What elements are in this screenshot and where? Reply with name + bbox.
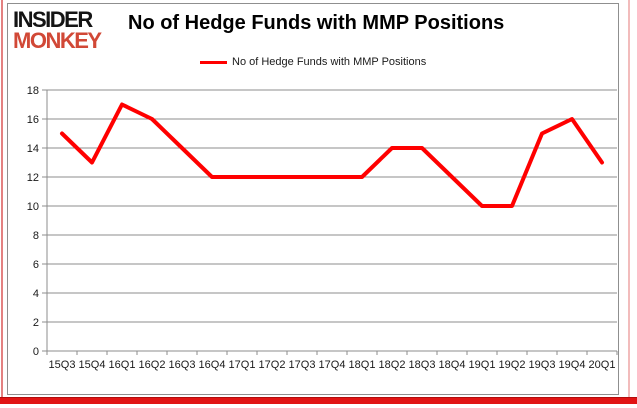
x-axis-label: 18Q1 <box>349 359 376 371</box>
x-axis-label: 16Q4 <box>199 359 226 371</box>
x-axis-label: 16Q3 <box>169 359 196 371</box>
x-axis-label: 15Q4 <box>79 359 106 371</box>
x-axis-label: 17Q4 <box>319 359 346 371</box>
x-axis-label: 16Q2 <box>139 359 166 371</box>
legend-label: No of Hedge Funds with MMP Positions <box>232 56 427 68</box>
x-axis-label: 16Q1 <box>109 359 136 371</box>
x-axis-label: 19Q4 <box>559 359 586 371</box>
chart-border <box>7 3 619 395</box>
x-axis-label: 18Q3 <box>409 359 436 371</box>
x-axis-label: 17Q3 <box>289 359 316 371</box>
x-axis-label: 19Q1 <box>469 359 496 371</box>
bottom-red-bar <box>0 397 637 404</box>
y-axis-label: 6 <box>33 259 39 271</box>
y-axis-label: 10 <box>27 201 39 213</box>
y-axis-label: 16 <box>27 114 39 126</box>
x-axis-label: 19Q2 <box>499 359 526 371</box>
insider-monkey-logo: INSIDER MONKEY <box>13 7 102 53</box>
y-axis-label: 14 <box>27 143 39 155</box>
right-edge-accent <box>628 0 630 397</box>
y-axis-label: 12 <box>27 172 39 184</box>
y-axis-label: 18 <box>27 85 39 97</box>
y-axis-label: 2 <box>33 317 39 329</box>
y-axis-label: 8 <box>33 230 39 242</box>
left-edge-accent <box>1 0 3 397</box>
y-axis-label: 0 <box>33 346 39 358</box>
logo-text-monkey: MONKEY <box>13 28 102 53</box>
logo-text-insider: INSIDER <box>13 7 93 32</box>
x-axis-label: 17Q1 <box>229 359 256 371</box>
y-axis-label: 4 <box>33 288 39 300</box>
legend: No of Hedge Funds with MMP Positions <box>200 56 426 68</box>
x-axis-label: 15Q3 <box>49 359 76 371</box>
x-axis-label: 18Q2 <box>379 359 406 371</box>
x-axis-label: 17Q2 <box>259 359 286 371</box>
series-line <box>60 102 604 208</box>
x-axis-label: 19Q3 <box>529 359 556 371</box>
x-axis-label: 18Q4 <box>439 359 466 371</box>
chart-title: No of Hedge Funds with MMP Positions <box>128 12 505 34</box>
x-axis-label: 20Q1 <box>589 359 616 371</box>
legend-line-swatch <box>200 60 227 64</box>
